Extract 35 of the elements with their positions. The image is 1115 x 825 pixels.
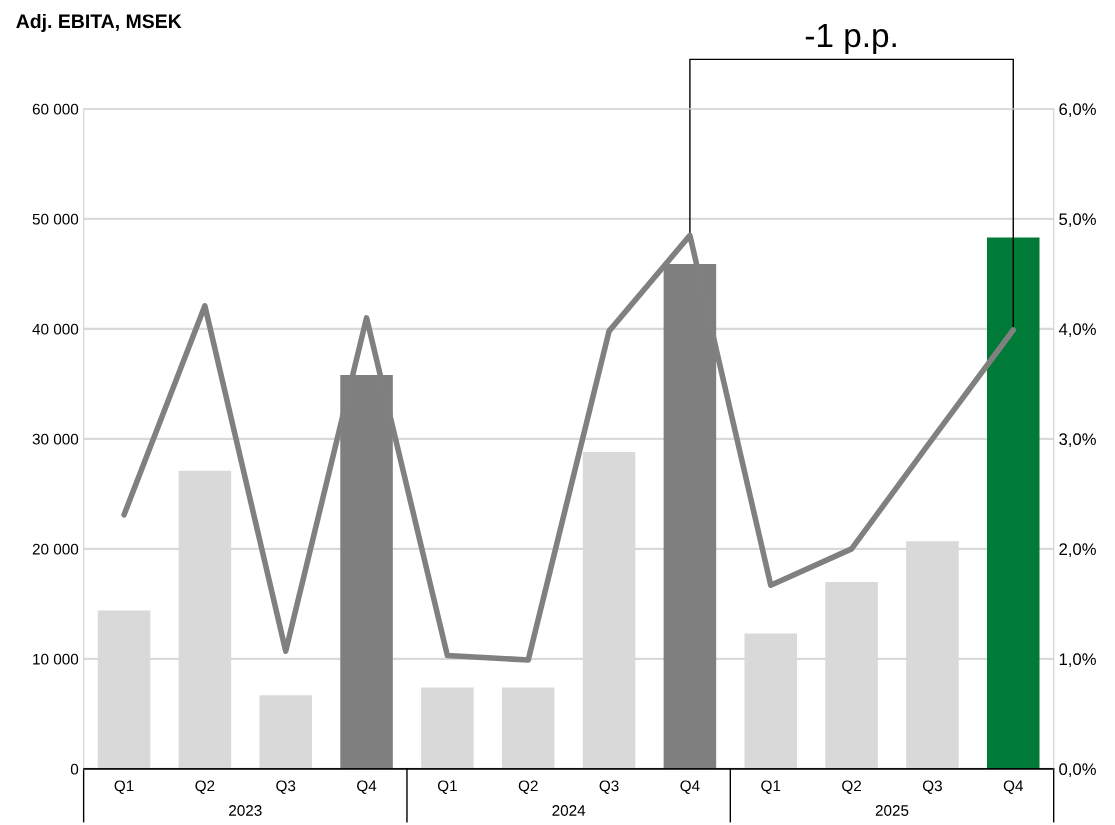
y-tick-label: 0 [70, 763, 79, 775]
x-tick-label: Q4 [1003, 780, 1023, 794]
x-tick-label: Q2 [518, 780, 538, 794]
y-tick-label: 50 000 [32, 213, 79, 225]
y-tick-label: 20 000 [32, 543, 79, 555]
x-tick-label: Q1 [761, 780, 781, 794]
x-tick-label: Q2 [842, 780, 861, 794]
x-tick-label: Q1 [114, 780, 134, 794]
text: 2024 [552, 805, 586, 816]
bar [421, 687, 474, 769]
x-tick-label: Q3 [276, 780, 296, 794]
y-tick-label: 60 000 [32, 103, 79, 115]
x-tick-label: Q4 [680, 780, 700, 794]
y2-tick-label: 2,0% [1059, 543, 1096, 558]
y-tick-label: 40 000 [32, 323, 79, 335]
y-tick-label: 10 000 [33, 653, 79, 665]
y2-tick-label: 3,0% [1059, 433, 1096, 448]
text: -1 p.p. [805, 24, 896, 54]
y2-tick-label: 1,0% [1059, 653, 1096, 668]
x-tick-label: Q3 [922, 780, 942, 794]
x-tick-label: Q3 [599, 780, 619, 794]
x-tick-label: Q2 [195, 780, 215, 794]
x-tick-label: Q1 [437, 780, 457, 794]
y2-tick-label: 5,0% [1059, 213, 1096, 228]
y2-tick-label: 6,0% [1059, 103, 1096, 118]
x-tick-label: Q4 [357, 780, 377, 794]
y2-tick-label: 0,0% [1059, 763, 1096, 778]
bar [501, 687, 555, 769]
bar [986, 237, 1040, 769]
text: 2023 [229, 805, 262, 816]
chart-title: Adj. EBITA, MSEK [16, 13, 182, 32]
bar [259, 695, 312, 769]
y-tick-label: 30 000 [32, 433, 79, 445]
text: 2025 [875, 805, 909, 816]
y2-tick-label: 4,0% [1058, 323, 1096, 338]
